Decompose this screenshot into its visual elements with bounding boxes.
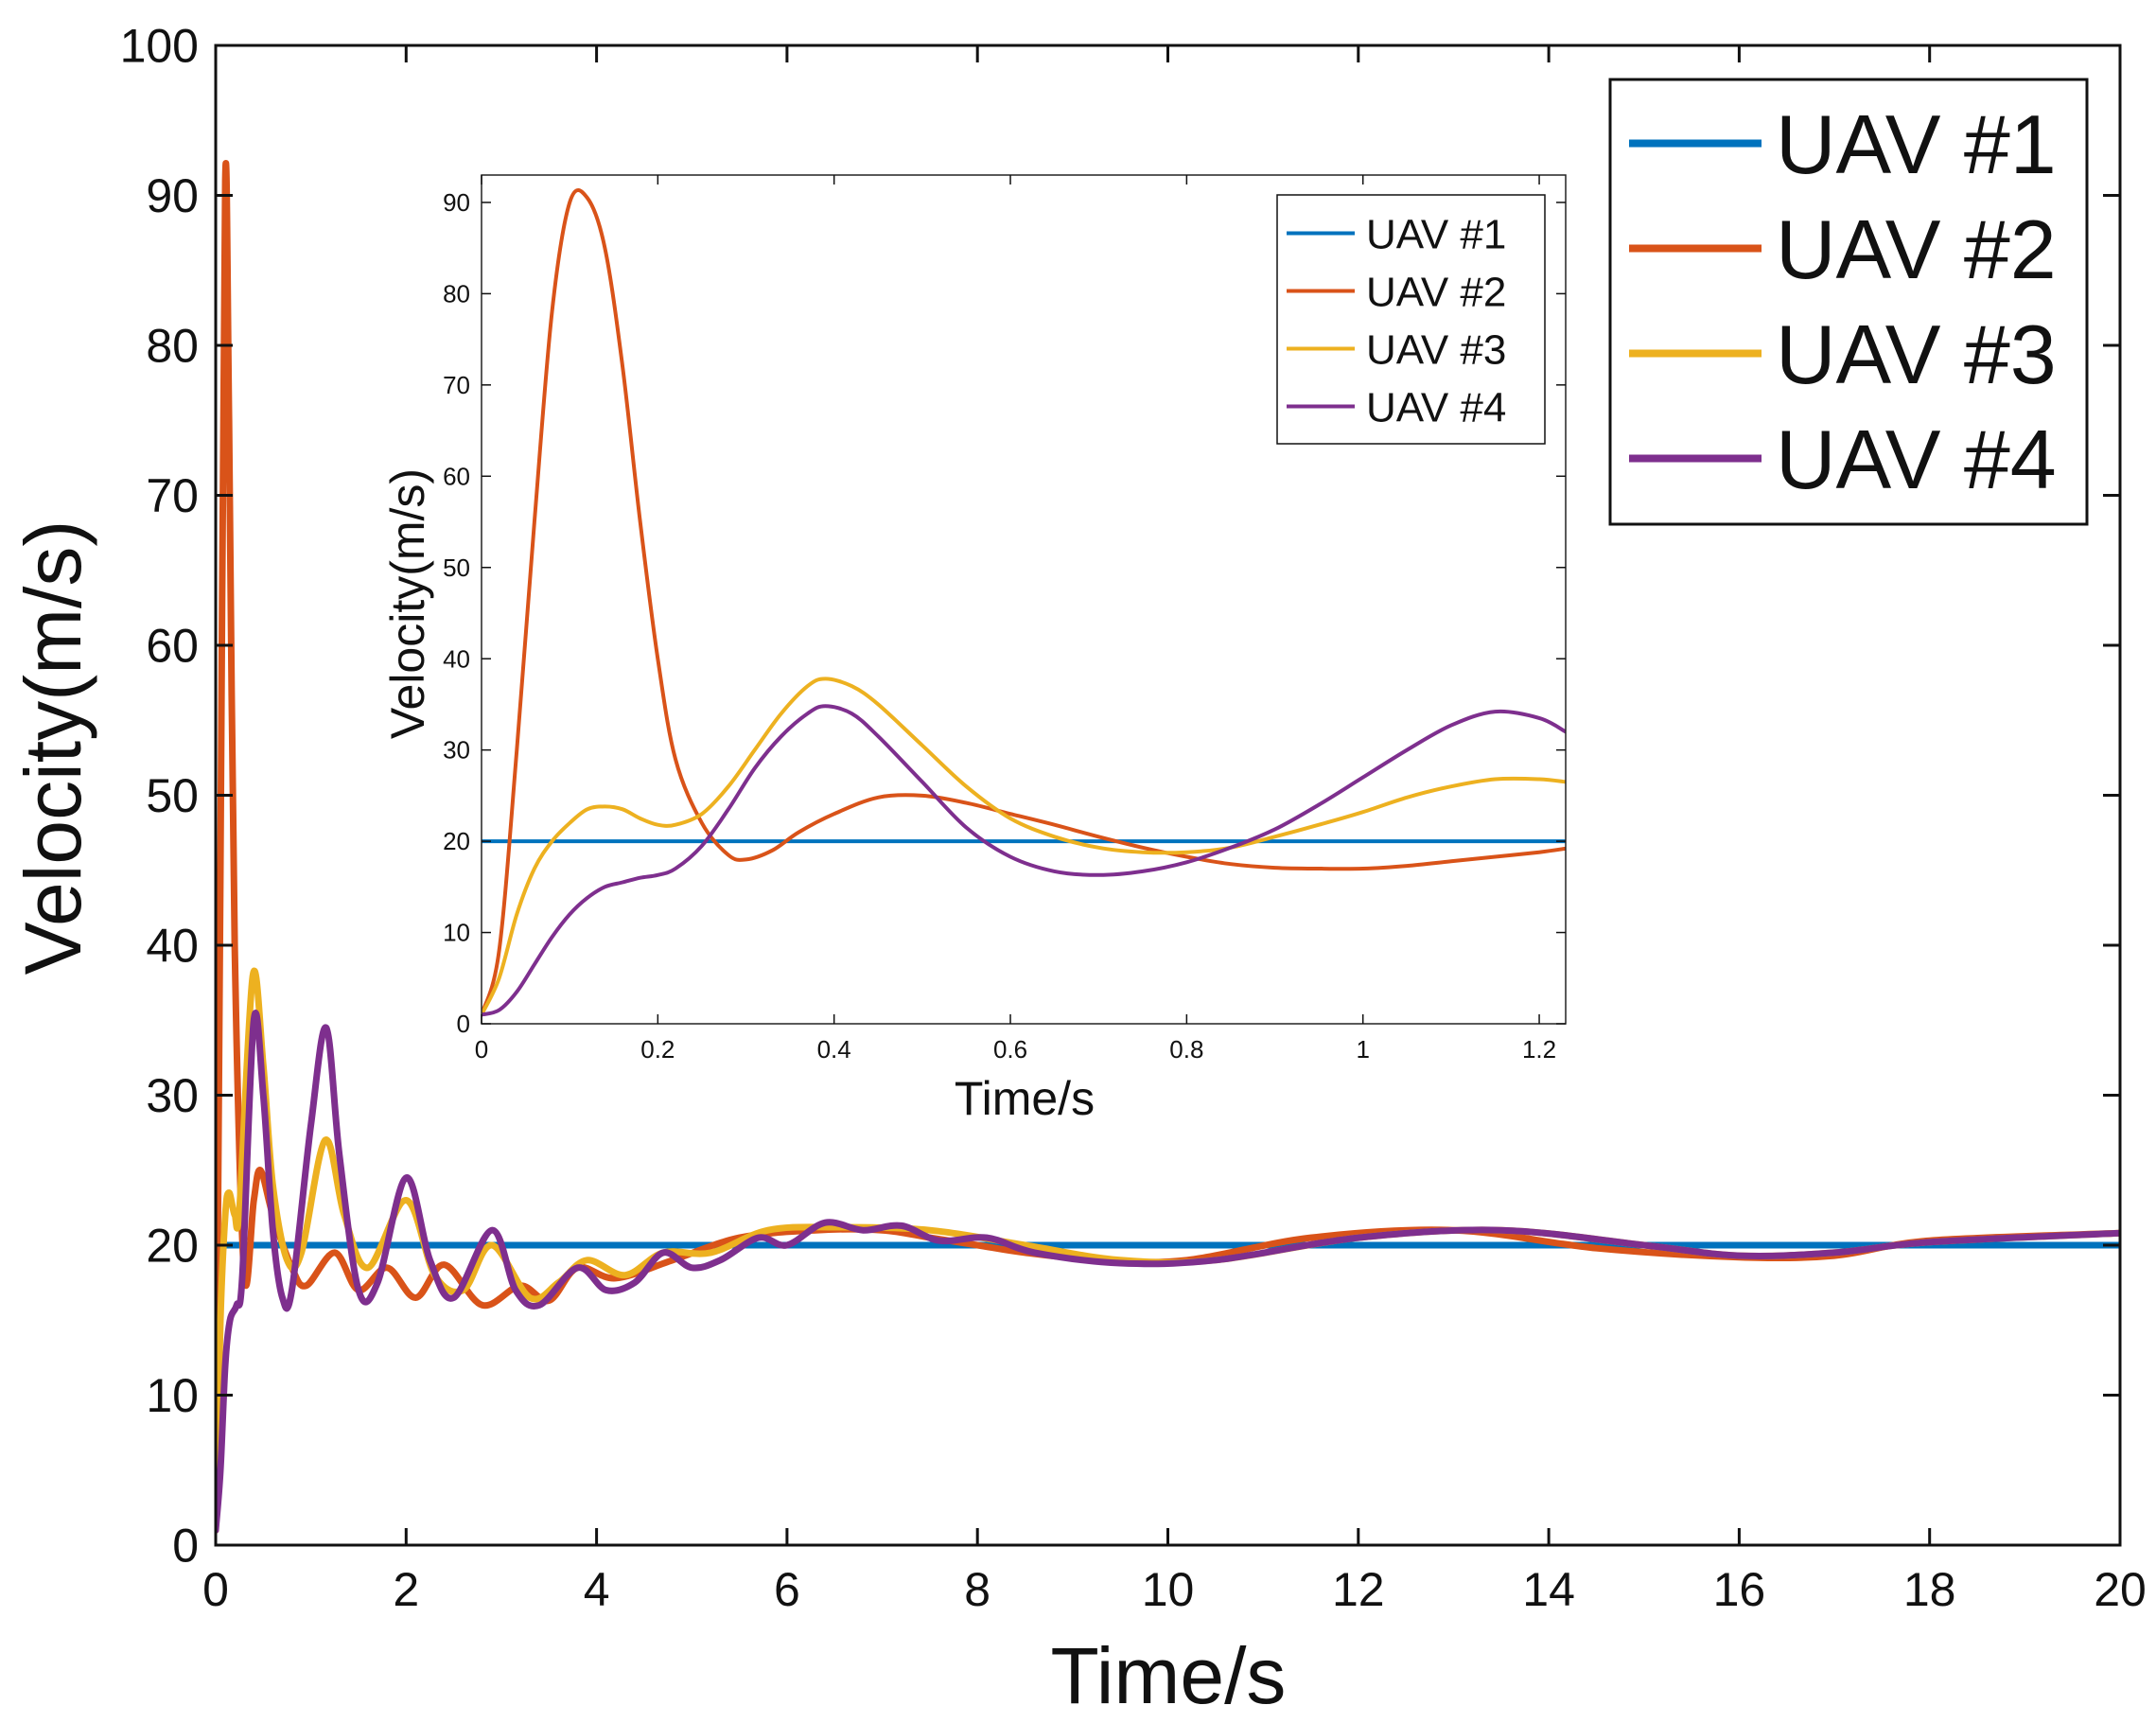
main-x-tick-label: 14 [1522, 1563, 1575, 1616]
inset-y-tick-label: 50 [443, 554, 470, 582]
inset-x-tick-label: 0.6 [993, 1035, 1027, 1064]
inset-axis-ticks: 0 0.2 0.4 0.6 0.8 1 1.2 0 10 20 30 40 50 60 70 80 90 [443, 175, 1566, 1064]
main-y-tick-label: 0 [172, 1520, 199, 1573]
main-x-tick-label: 0 [202, 1563, 229, 1616]
inset-series-group [482, 188, 1566, 1017]
main-y-tick-label: 80 [146, 320, 199, 373]
inset-series-line-uav-2 [482, 188, 1566, 1017]
main-legend-label-uav-2: UAV #2 [1776, 202, 2057, 296]
inset-y-tick-label: 60 [443, 462, 470, 490]
main-x-tick-label: 12 [1332, 1563, 1385, 1616]
inset-plot-frame [481, 174, 1567, 1025]
inset-y-axis-label: Velocity(m/s) [381, 468, 434, 739]
inset-series-line-uav-3 [482, 677, 1566, 1017]
main-legend-label-uav-4: UAV #4 [1776, 413, 2057, 506]
inset-x-tick-label: 0 [475, 1035, 488, 1064]
inset-y-tick-label: 20 [443, 827, 470, 855]
main-legend-box [1608, 78, 2089, 526]
main-x-tick-label: 8 [964, 1563, 990, 1616]
main-x-axis-label: Time/s [1051, 1631, 1287, 1720]
inset-y-tick-label: 70 [443, 371, 470, 399]
inset-legend-label-uav-1: UAV #1 [1366, 211, 1506, 257]
main-y-tick-label: 10 [146, 1369, 199, 1422]
main-legend: UAV #1 UAV #2 UAV #3 UAV #4 [1608, 78, 2089, 526]
inset-x-tick-label: 0.8 [1169, 1035, 1203, 1064]
main-y-tick-label: 90 [146, 169, 199, 222]
main-x-tick-label: 6 [774, 1563, 800, 1616]
main-y-tick-label: 70 [146, 469, 199, 522]
main-x-tick-label: 18 [1903, 1563, 1956, 1616]
main-x-tick-label: 16 [1713, 1563, 1766, 1616]
main-x-tick-label: 4 [584, 1563, 610, 1616]
main-x-tick-label: 10 [1142, 1563, 1195, 1616]
inset-x-axis-label: Time/s [955, 1072, 1095, 1125]
inset-y-tick-label: 0 [457, 1010, 470, 1038]
inset-y-tick-label: 80 [443, 279, 470, 308]
inset-legend-label-uav-4: UAV #4 [1366, 384, 1506, 431]
main-y-tick-label: 60 [146, 620, 199, 673]
main-y-axis-label: Velocity(m/s) [9, 520, 97, 976]
inset-x-tick-label: 0.2 [640, 1035, 675, 1064]
inset-legend-label-uav-3: UAV #3 [1366, 326, 1506, 373]
main-series-line-uav-4 [216, 1010, 2120, 1534]
inset-y-tick-label: 90 [443, 188, 470, 217]
main-x-tick-label: 20 [2094, 1563, 2147, 1616]
main-legend-label-uav-3: UAV #3 [1776, 308, 2057, 401]
inset-y-tick-label: 10 [443, 919, 470, 947]
inset-x-tick-label: 1 [1356, 1035, 1369, 1064]
inset-legend-box [1276, 194, 1546, 445]
main-plot: 0 2 4 6 8 10 12 14 16 18 200102030405060708090100 … [9, 20, 2147, 1721]
main-series-line-uav-2 [216, 160, 2120, 1534]
inset-legend-label-uav-2: UAV #2 [1366, 269, 1506, 315]
inset-y-tick-label: 30 [443, 736, 470, 765]
inset-x-tick-label: 1.2 [1522, 1035, 1556, 1064]
main-y-tick-label: 20 [146, 1220, 199, 1273]
main-y-tick-label: 100 [120, 20, 199, 73]
inset-series-line-uav-4 [482, 704, 1566, 1017]
main-y-tick-label: 50 [146, 769, 199, 822]
main-series-group [216, 160, 2120, 1534]
main-y-tick-label: 30 [146, 1069, 199, 1122]
main-x-tick-label: 2 [393, 1563, 419, 1616]
inset-legend: UAV #1 UAV #2 UAV #3 UAV #4 [1276, 194, 1546, 445]
main-y-tick-label: 40 [146, 920, 199, 973]
main-legend-label-uav-1: UAV #1 [1776, 97, 2057, 191]
inset-x-tick-label: 0.4 [817, 1035, 851, 1064]
inset-y-tick-label: 40 [443, 644, 470, 673]
